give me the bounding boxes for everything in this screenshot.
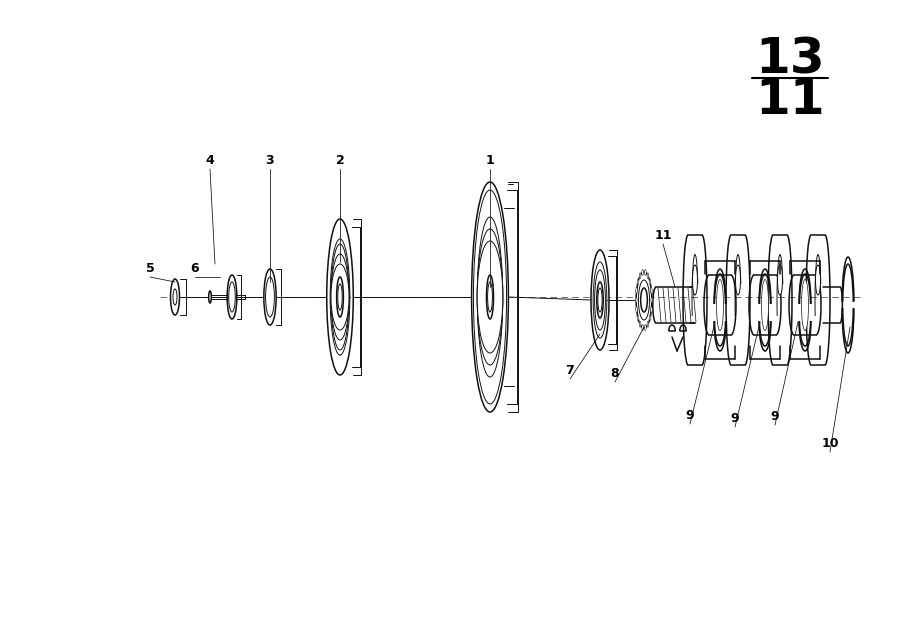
Ellipse shape: [264, 269, 276, 325]
Text: 1: 1: [486, 154, 494, 167]
Text: 11: 11: [755, 76, 825, 124]
Ellipse shape: [473, 190, 507, 404]
Ellipse shape: [642, 269, 643, 276]
Ellipse shape: [173, 289, 177, 305]
Ellipse shape: [209, 291, 212, 303]
Ellipse shape: [635, 297, 637, 303]
Ellipse shape: [636, 272, 652, 328]
Ellipse shape: [597, 282, 603, 318]
Ellipse shape: [635, 307, 637, 312]
Ellipse shape: [647, 321, 649, 327]
Ellipse shape: [778, 265, 782, 295]
Ellipse shape: [266, 277, 274, 317]
Text: 9: 9: [686, 409, 694, 422]
Text: 3: 3: [266, 154, 274, 167]
Ellipse shape: [477, 229, 503, 365]
Ellipse shape: [716, 279, 724, 330]
Text: 11: 11: [654, 229, 671, 242]
Ellipse shape: [651, 288, 652, 293]
Ellipse shape: [337, 277, 344, 317]
Text: 9: 9: [770, 410, 779, 423]
Ellipse shape: [639, 321, 641, 327]
Ellipse shape: [644, 269, 646, 276]
Ellipse shape: [595, 270, 606, 330]
Ellipse shape: [815, 265, 821, 295]
Text: 5: 5: [146, 262, 155, 275]
Text: 9: 9: [731, 412, 739, 425]
Ellipse shape: [331, 264, 349, 330]
Ellipse shape: [651, 307, 652, 312]
Ellipse shape: [647, 273, 649, 279]
Ellipse shape: [229, 282, 235, 312]
Ellipse shape: [802, 279, 808, 330]
Ellipse shape: [638, 280, 650, 320]
Ellipse shape: [735, 265, 741, 295]
Text: 8: 8: [611, 367, 619, 380]
Ellipse shape: [642, 324, 643, 331]
Ellipse shape: [644, 324, 646, 331]
Ellipse shape: [488, 282, 492, 312]
Ellipse shape: [170, 279, 179, 315]
Ellipse shape: [649, 315, 651, 321]
Ellipse shape: [477, 241, 503, 353]
Ellipse shape: [641, 288, 647, 312]
Text: 2: 2: [336, 154, 345, 167]
Ellipse shape: [651, 297, 652, 303]
Ellipse shape: [331, 254, 349, 340]
Ellipse shape: [637, 315, 639, 321]
Ellipse shape: [591, 250, 609, 350]
Ellipse shape: [331, 244, 349, 350]
Text: 13: 13: [755, 36, 824, 84]
Ellipse shape: [635, 288, 637, 293]
Text: 7: 7: [565, 364, 574, 377]
Ellipse shape: [327, 219, 354, 375]
Text: 10: 10: [821, 437, 839, 450]
Ellipse shape: [692, 265, 698, 295]
Ellipse shape: [487, 275, 493, 319]
Ellipse shape: [227, 275, 237, 319]
Ellipse shape: [477, 217, 503, 377]
Ellipse shape: [649, 279, 651, 285]
Text: 4: 4: [205, 154, 214, 167]
Ellipse shape: [330, 239, 350, 355]
Ellipse shape: [338, 284, 342, 310]
Ellipse shape: [761, 279, 769, 330]
Ellipse shape: [598, 288, 602, 312]
Ellipse shape: [472, 182, 508, 412]
Ellipse shape: [639, 273, 641, 279]
Text: 6: 6: [191, 262, 199, 275]
Ellipse shape: [637, 279, 639, 285]
Ellipse shape: [593, 262, 607, 338]
